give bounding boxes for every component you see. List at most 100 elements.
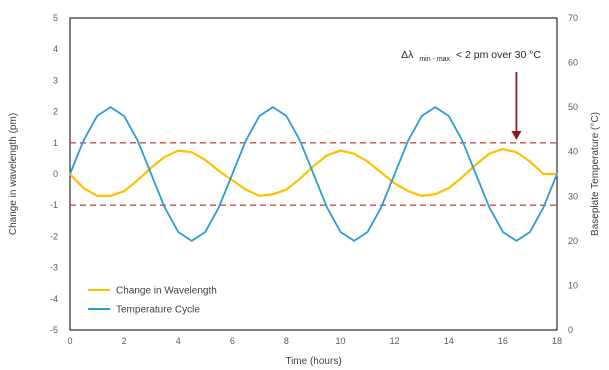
data-point-wavelength	[177, 150, 179, 152]
data-point-temperature	[367, 231, 369, 233]
data-point-wavelength	[218, 170, 220, 172]
data-point-wavelength	[245, 189, 247, 191]
legend: Change in Wavelength Temperature Cycle	[88, 286, 217, 316]
right-y-tick-label: 10	[568, 280, 578, 290]
data-point-wavelength	[191, 151, 193, 153]
data-point-temperature	[542, 206, 545, 209]
data-point-temperature	[191, 240, 193, 242]
data-point-temperature	[272, 106, 274, 108]
data-point-temperature	[461, 139, 463, 142]
data-point-wavelength	[164, 156, 166, 158]
series-group	[69, 106, 558, 242]
data-point-temperature	[502, 231, 504, 233]
data-point-temperature	[245, 139, 247, 142]
data-point-wavelength	[299, 178, 301, 180]
left-y-tick-label: 2	[53, 107, 58, 117]
right-y-tick-label: 70	[568, 13, 578, 23]
data-point-temperature	[177, 231, 179, 233]
right-y-tick-label: 40	[568, 147, 578, 157]
data-point-temperature	[258, 115, 260, 117]
data-point-wavelength	[502, 148, 504, 150]
x-tick-label: 0	[67, 336, 72, 346]
data-point-temperature	[529, 231, 531, 233]
data-point-temperature	[82, 139, 85, 142]
data-point-wavelength	[272, 193, 274, 195]
x-tick-label: 2	[122, 336, 127, 346]
data-point-wavelength	[109, 195, 112, 197]
right-y-tick-label: 20	[568, 236, 578, 246]
x-tick-label: 14	[444, 336, 454, 346]
annotation-symbol: Δλ	[401, 49, 414, 61]
data-point-wavelength	[515, 151, 518, 153]
x-tick-label: 8	[284, 336, 289, 346]
data-point-temperature	[299, 139, 301, 142]
data-point-temperature	[353, 240, 355, 242]
left-y-tick-label: 0	[53, 169, 58, 179]
left-y-tick-label: -3	[50, 263, 58, 273]
data-point-temperature	[339, 231, 342, 233]
data-point-temperature	[448, 115, 450, 117]
x-axis-title: Time (hours)	[285, 356, 341, 367]
data-point-temperature	[123, 115, 125, 117]
right-y-tick-label: 50	[568, 102, 578, 112]
data-point-temperature	[312, 173, 315, 175]
data-point-wavelength	[353, 153, 355, 155]
reference-lines	[70, 142, 557, 206]
left-y-tick-label: 4	[53, 44, 58, 54]
annotation: Δλ min - max < 2 pm over 30 °C	[401, 49, 541, 140]
right-y-tick-label: 60	[568, 58, 578, 68]
data-point-temperature	[434, 106, 436, 108]
data-point-wavelength	[475, 164, 477, 166]
left-y-tick-label: -4	[50, 294, 58, 304]
data-point-wavelength	[150, 167, 152, 169]
left-y-tick-label: -5	[50, 325, 58, 335]
data-point-wavelength	[394, 182, 396, 184]
x-tick-label: 10	[336, 336, 346, 346]
legend-label-temperature: Temperature Cycle	[116, 305, 200, 316]
x-tick-label: 16	[498, 336, 508, 346]
annotation-subscript: min - max	[419, 56, 450, 63]
data-point-wavelength	[448, 187, 450, 189]
data-point-temperature	[164, 206, 166, 209]
data-point-temperature	[326, 206, 328, 209]
data-point-temperature	[285, 115, 288, 117]
data-point-temperature	[488, 206, 490, 209]
data-point-temperature	[150, 173, 152, 175]
data-point-wavelength	[339, 150, 342, 152]
data-point-temperature	[556, 173, 558, 175]
data-point-temperature	[218, 206, 220, 209]
data-point-wavelength	[488, 153, 490, 155]
data-point-wavelength	[434, 193, 436, 195]
data-point-temperature	[109, 106, 112, 108]
data-point-wavelength	[258, 195, 260, 197]
data-point-wavelength	[529, 160, 531, 163]
x-tick-label: 4	[176, 336, 181, 346]
left-y-tick-label: -2	[50, 231, 58, 241]
right-y-tick-label: 0	[568, 325, 573, 335]
legend-label-wavelength: Change in Wavelength	[116, 286, 217, 297]
data-point-wavelength	[96, 195, 98, 197]
annotation-arrow-head	[511, 131, 522, 140]
data-point-temperature	[380, 206, 382, 209]
data-point-temperature	[421, 115, 423, 117]
axis-ticks: 0 2 4 6 8 10 12 14 16 18-5-4-3-2-1012345010203040…	[50, 13, 578, 346]
data-point-wavelength	[231, 179, 233, 181]
data-point-wavelength	[407, 190, 409, 192]
x-tick-label: 6	[230, 336, 235, 346]
data-point-wavelength	[137, 179, 139, 181]
x-tick-label: 12	[390, 336, 400, 346]
data-point-wavelength	[461, 176, 463, 178]
data-point-temperature	[69, 173, 71, 175]
data-point-temperature	[407, 139, 409, 142]
left-y-tick-label: 5	[53, 13, 58, 23]
annotation-text: Δλ min - max < 2 pm over 30 °C	[401, 49, 541, 64]
data-point-wavelength	[123, 190, 125, 192]
data-point-temperature	[204, 231, 206, 233]
data-point-wavelength	[285, 189, 288, 191]
x-tick-label: 18	[552, 336, 562, 346]
data-point-temperature	[475, 173, 477, 175]
data-point-temperature	[137, 139, 139, 142]
data-point-wavelength	[542, 173, 545, 175]
